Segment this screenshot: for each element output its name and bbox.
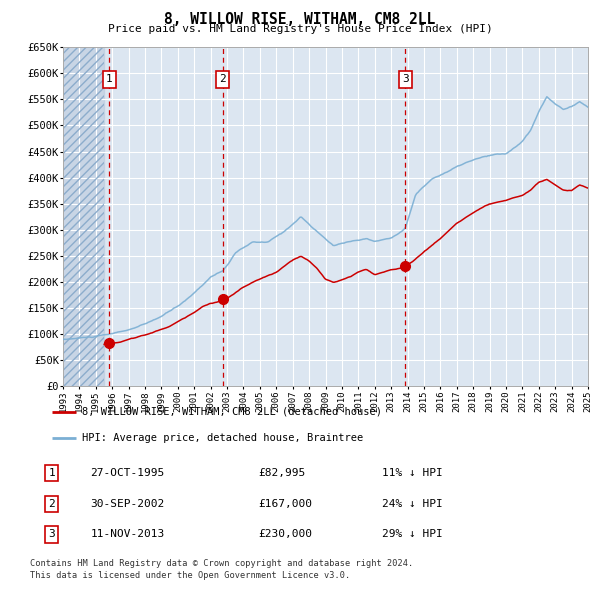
Text: £82,995: £82,995 — [258, 468, 305, 478]
Bar — [63, 47, 104, 386]
Text: This data is licensed under the Open Government Licence v3.0.: This data is licensed under the Open Gov… — [30, 571, 350, 580]
Text: £167,000: £167,000 — [258, 499, 312, 509]
Text: 2: 2 — [220, 74, 226, 84]
Text: 30-SEP-2002: 30-SEP-2002 — [91, 499, 165, 509]
Text: HPI: Average price, detached house, Braintree: HPI: Average price, detached house, Brai… — [82, 432, 364, 442]
Text: 11% ↓ HPI: 11% ↓ HPI — [382, 468, 443, 478]
Text: 24% ↓ HPI: 24% ↓ HPI — [382, 499, 443, 509]
Text: £230,000: £230,000 — [258, 529, 312, 539]
Text: 27-OCT-1995: 27-OCT-1995 — [91, 468, 165, 478]
Text: Price paid vs. HM Land Registry's House Price Index (HPI): Price paid vs. HM Land Registry's House … — [107, 24, 493, 34]
Text: 11-NOV-2013: 11-NOV-2013 — [91, 529, 165, 539]
Text: 1: 1 — [49, 468, 55, 478]
Text: 3: 3 — [402, 74, 409, 84]
Text: Contains HM Land Registry data © Crown copyright and database right 2024.: Contains HM Land Registry data © Crown c… — [30, 559, 413, 568]
Text: 8, WILLOW RISE, WITHAM, CM8 2LL: 8, WILLOW RISE, WITHAM, CM8 2LL — [164, 12, 436, 27]
Text: 1: 1 — [106, 74, 113, 84]
Text: 29% ↓ HPI: 29% ↓ HPI — [382, 529, 443, 539]
Bar — [63, 47, 104, 386]
Text: 8, WILLOW RISE, WITHAM, CM8 2LL (detached house): 8, WILLOW RISE, WITHAM, CM8 2LL (detache… — [82, 407, 382, 417]
Text: 2: 2 — [49, 499, 55, 509]
Text: 3: 3 — [49, 529, 55, 539]
